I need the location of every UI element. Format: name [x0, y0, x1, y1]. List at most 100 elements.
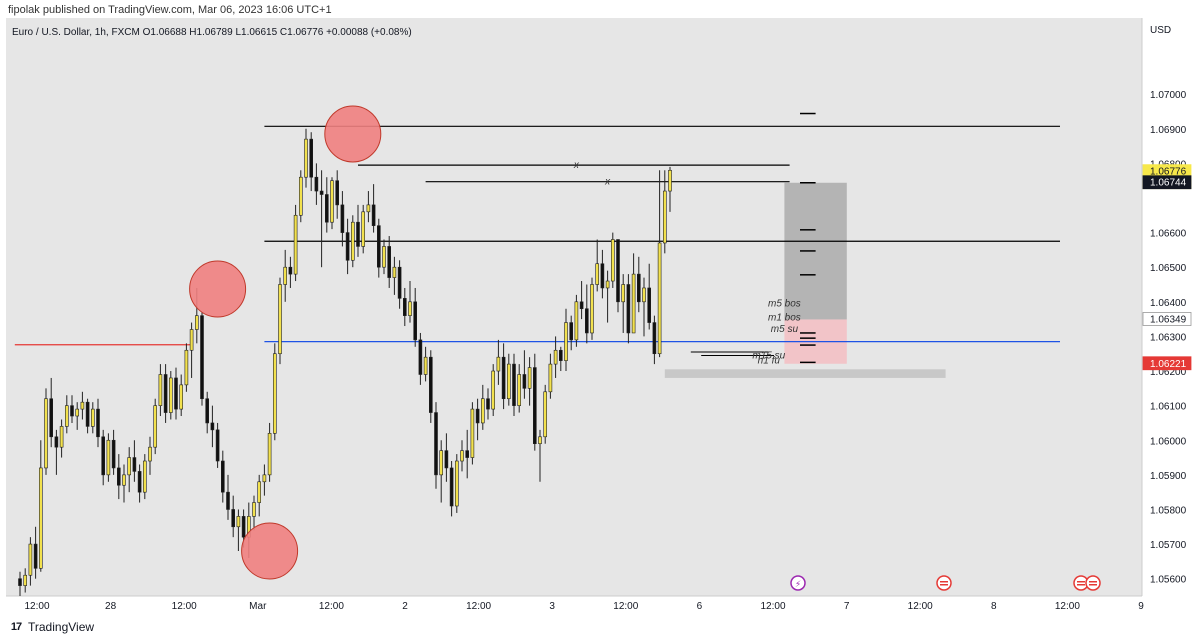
candle-body — [148, 446, 152, 462]
price-tick-label: 1.07000 — [1150, 90, 1187, 101]
candle-body — [231, 509, 235, 528]
price-label-box — [1142, 312, 1192, 326]
candle-body — [195, 315, 199, 330]
candle-body — [85, 401, 90, 427]
candle-body — [314, 176, 319, 192]
candle-body — [283, 266, 288, 285]
flag-stripe — [1077, 581, 1085, 583]
candle-body — [70, 405, 74, 417]
candle-body — [423, 356, 428, 375]
candle-body — [158, 374, 163, 406]
candle-body — [143, 460, 147, 493]
candle-body — [252, 502, 256, 517]
candle-body — [465, 450, 470, 458]
candle-body — [298, 176, 303, 216]
candle-body — [418, 339, 423, 375]
price-tick-label: 1.05800 — [1150, 505, 1187, 516]
candle-body — [652, 322, 657, 355]
candle-body — [616, 239, 620, 303]
chart-annotation: h1 fu — [758, 356, 781, 367]
candle-body — [491, 370, 496, 410]
candle-body — [184, 349, 189, 386]
candle-body — [449, 467, 454, 507]
time-tick-label: 3 — [549, 601, 555, 612]
chart-annotation: m15 su — [752, 350, 785, 361]
candle-body — [101, 436, 105, 476]
candle-body — [475, 408, 480, 424]
time-tick-label: 8 — [991, 601, 997, 612]
time-tick-label: 12:00 — [760, 601, 785, 612]
candle-body — [44, 398, 48, 469]
price-label-text: 1.06776 — [1150, 167, 1187, 178]
candle-body — [647, 287, 652, 323]
candle-body — [470, 408, 475, 458]
candle-body — [413, 301, 418, 341]
candle-body — [402, 298, 407, 316]
chart-annotation: m1 bos — [768, 312, 801, 323]
candle-body — [18, 578, 22, 586]
candle-body — [330, 180, 334, 223]
candle-body — [288, 266, 293, 275]
candle-body — [28, 543, 33, 576]
candle-body — [54, 436, 59, 448]
candle-body — [600, 263, 605, 289]
price-tick-label: 1.05900 — [1150, 471, 1187, 482]
us-flag-event-icon — [1085, 575, 1101, 591]
candle-body — [174, 377, 178, 410]
candle-body — [506, 363, 511, 400]
candle-body — [408, 301, 412, 316]
candle-body — [460, 450, 464, 462]
candle-body — [132, 457, 137, 472]
candle-body — [272, 353, 277, 434]
chart-annotation: m5 bos — [768, 299, 801, 310]
candle-body — [574, 301, 579, 341]
flag-stripe — [940, 581, 948, 583]
price-scale — [1142, 18, 1192, 596]
candle-body — [65, 405, 69, 427]
h1-fvg-zone — [664, 369, 946, 378]
candle-body — [631, 273, 636, 334]
time-tick-label: 6 — [697, 601, 703, 612]
candle-body — [605, 280, 610, 289]
candle-body — [579, 301, 584, 310]
candle-body — [262, 474, 267, 483]
candle-body — [662, 190, 667, 244]
profit-zone — [784, 182, 847, 320]
footer-brand[interactable]: 17 TradingView — [8, 620, 94, 634]
candle-body — [512, 363, 516, 406]
price-tick-label: 1.05600 — [1150, 575, 1187, 586]
price-label-box — [1142, 356, 1192, 371]
price-tick-label: 1.05700 — [1150, 540, 1187, 551]
candle-body — [304, 138, 308, 178]
candle-body — [548, 363, 553, 393]
symbol-legend: Euro / U.S. Dollar, 1h, FXCM O1.06688 H1… — [12, 27, 412, 38]
candle-body — [621, 284, 626, 303]
flag-stripe — [1077, 584, 1085, 586]
candle-body — [527, 367, 532, 389]
candle-body — [111, 439, 116, 469]
candle-body — [392, 266, 397, 278]
candle-body — [179, 384, 183, 410]
candle-body — [454, 460, 459, 507]
candle-body — [153, 405, 157, 448]
swing-circle — [324, 105, 382, 163]
currency-label: USD — [1150, 25, 1171, 36]
candle-body — [496, 356, 501, 372]
candle-body — [293, 214, 298, 275]
candle-body — [80, 401, 85, 410]
candle-body — [538, 436, 542, 445]
candle-body — [106, 439, 111, 476]
candle-body — [169, 377, 173, 413]
candle-body — [59, 426, 64, 448]
lightning-glyph: ⚡ — [795, 580, 801, 590]
candle-body — [163, 374, 168, 413]
price-tick-label: 1.06900 — [1150, 125, 1187, 136]
price-label-box — [1142, 175, 1192, 190]
candle-body — [444, 450, 449, 469]
flag-stripe — [1089, 581, 1097, 583]
price-tick-label: 1.06400 — [1150, 298, 1187, 309]
price-tick-label: 1.06000 — [1150, 436, 1187, 447]
swing-circle — [189, 260, 247, 318]
candle-body — [517, 374, 522, 406]
